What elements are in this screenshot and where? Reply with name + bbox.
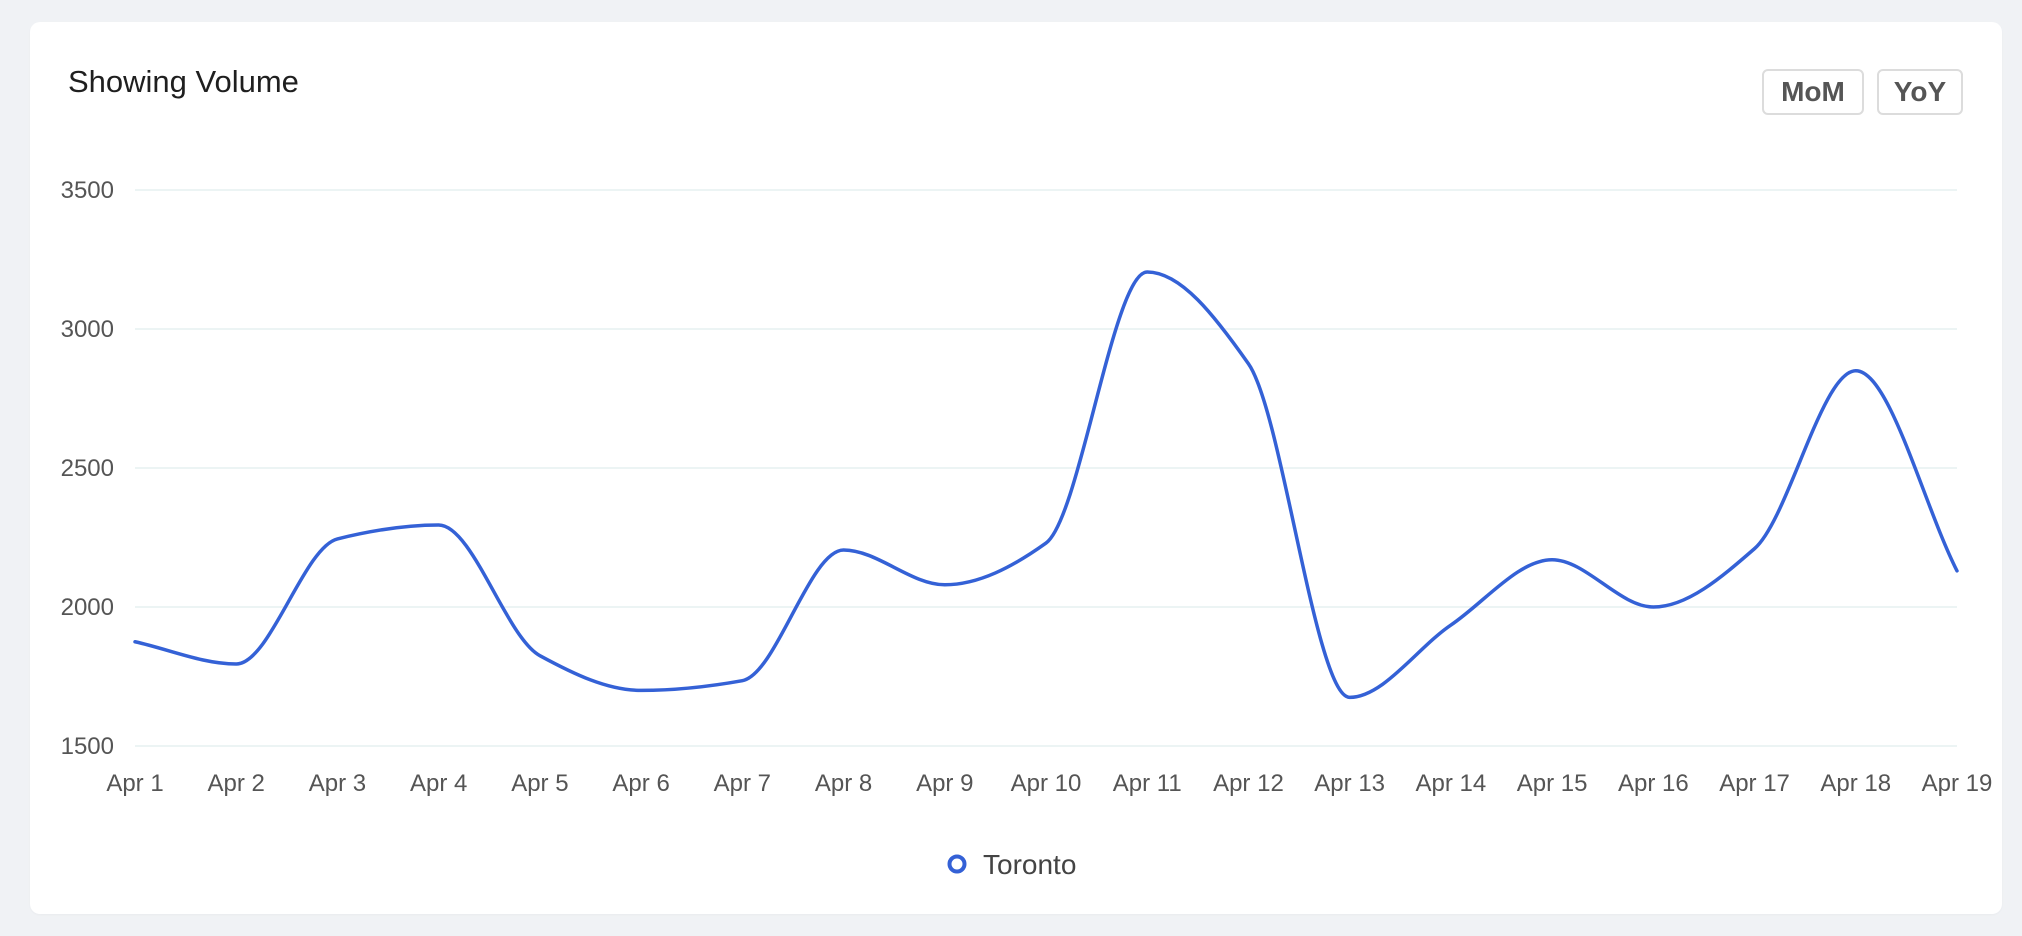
legend[interactable]: Toronto	[947, 849, 1077, 880]
series-layer	[133, 270, 1959, 700]
y-tick-label: 1500	[61, 733, 114, 760]
x-tick-label: Apr 14	[1416, 770, 1487, 797]
x-tick-label: Apr 15	[1517, 770, 1588, 797]
x-tick-label: Apr 9	[916, 770, 973, 797]
x-tick-label: Apr 11	[1113, 770, 1182, 797]
x-tick-label: Apr 7	[714, 770, 771, 797]
x-tick-label: Apr 2	[208, 770, 265, 797]
legend-label[interactable]: Toronto	[983, 849, 1076, 880]
x-tick-label: Apr 1	[106, 770, 163, 797]
y-tick-label: 2000	[61, 594, 114, 621]
series-line-0[interactable]	[133, 270, 1959, 700]
chart-title: Showing Volume	[68, 64, 299, 99]
x-tick-label: Apr 3	[309, 770, 366, 797]
y-axis: 1500 2000 2500 3000 3500	[61, 177, 114, 760]
x-tick-label: Apr 17	[1719, 770, 1790, 797]
x-tick-label: Apr 13	[1314, 770, 1385, 797]
x-tick-label: Apr 16	[1618, 770, 1689, 797]
yoy-button[interactable]: YoY	[1877, 69, 1963, 115]
x-tick-label: Apr 10	[1011, 770, 1082, 797]
x-tick-label: Apr 8	[815, 770, 872, 797]
mom-button[interactable]: MoM	[1762, 69, 1864, 115]
x-tick-label: Apr 5	[511, 770, 568, 797]
x-tick-label: Apr 19	[1922, 770, 1993, 797]
y-tick-label: 3000	[61, 316, 114, 343]
y-tick-label: 2500	[61, 455, 114, 482]
x-axis: Apr 1 Apr 2 Apr 3 Apr 4 Apr 5 Apr 6 Apr 7 Apr 8…	[106, 770, 1992, 797]
x-tick-label: Apr 18	[1820, 770, 1891, 797]
grid-lines	[135, 189, 1957, 747]
legend-marker-icon	[947, 854, 967, 874]
x-tick-label: Apr 4	[410, 770, 467, 797]
x-tick-label: Apr 12	[1213, 770, 1284, 797]
x-tick-label: Apr 6	[612, 770, 669, 797]
y-tick-label: 3500	[61, 177, 114, 204]
